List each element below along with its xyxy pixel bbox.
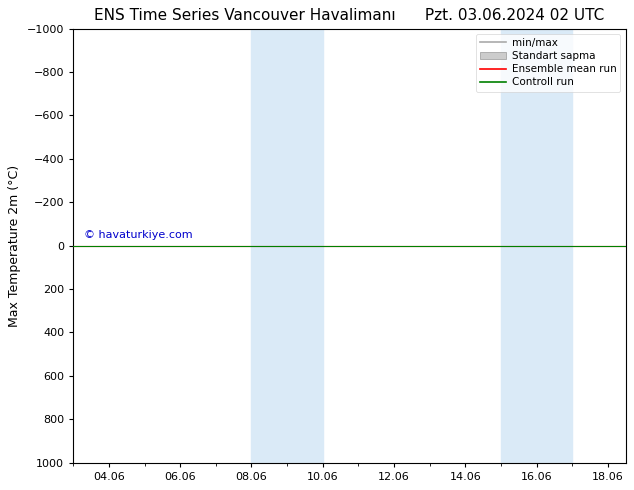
Legend: min/max, Standart sapma, Ensemble mean run, Controll run: min/max, Standart sapma, Ensemble mean r…: [476, 34, 621, 92]
Bar: [501, 29, 573, 463]
Text: © havaturkiye.com: © havaturkiye.com: [84, 230, 193, 240]
Y-axis label: Max Temperature 2m (°C): Max Temperature 2m (°C): [8, 165, 22, 327]
Bar: [252, 29, 323, 463]
Title: ENS Time Series Vancouver Havalimanı      Pzt. 03.06.2024 02 UTC: ENS Time Series Vancouver Havalimanı Pzt…: [94, 8, 605, 24]
